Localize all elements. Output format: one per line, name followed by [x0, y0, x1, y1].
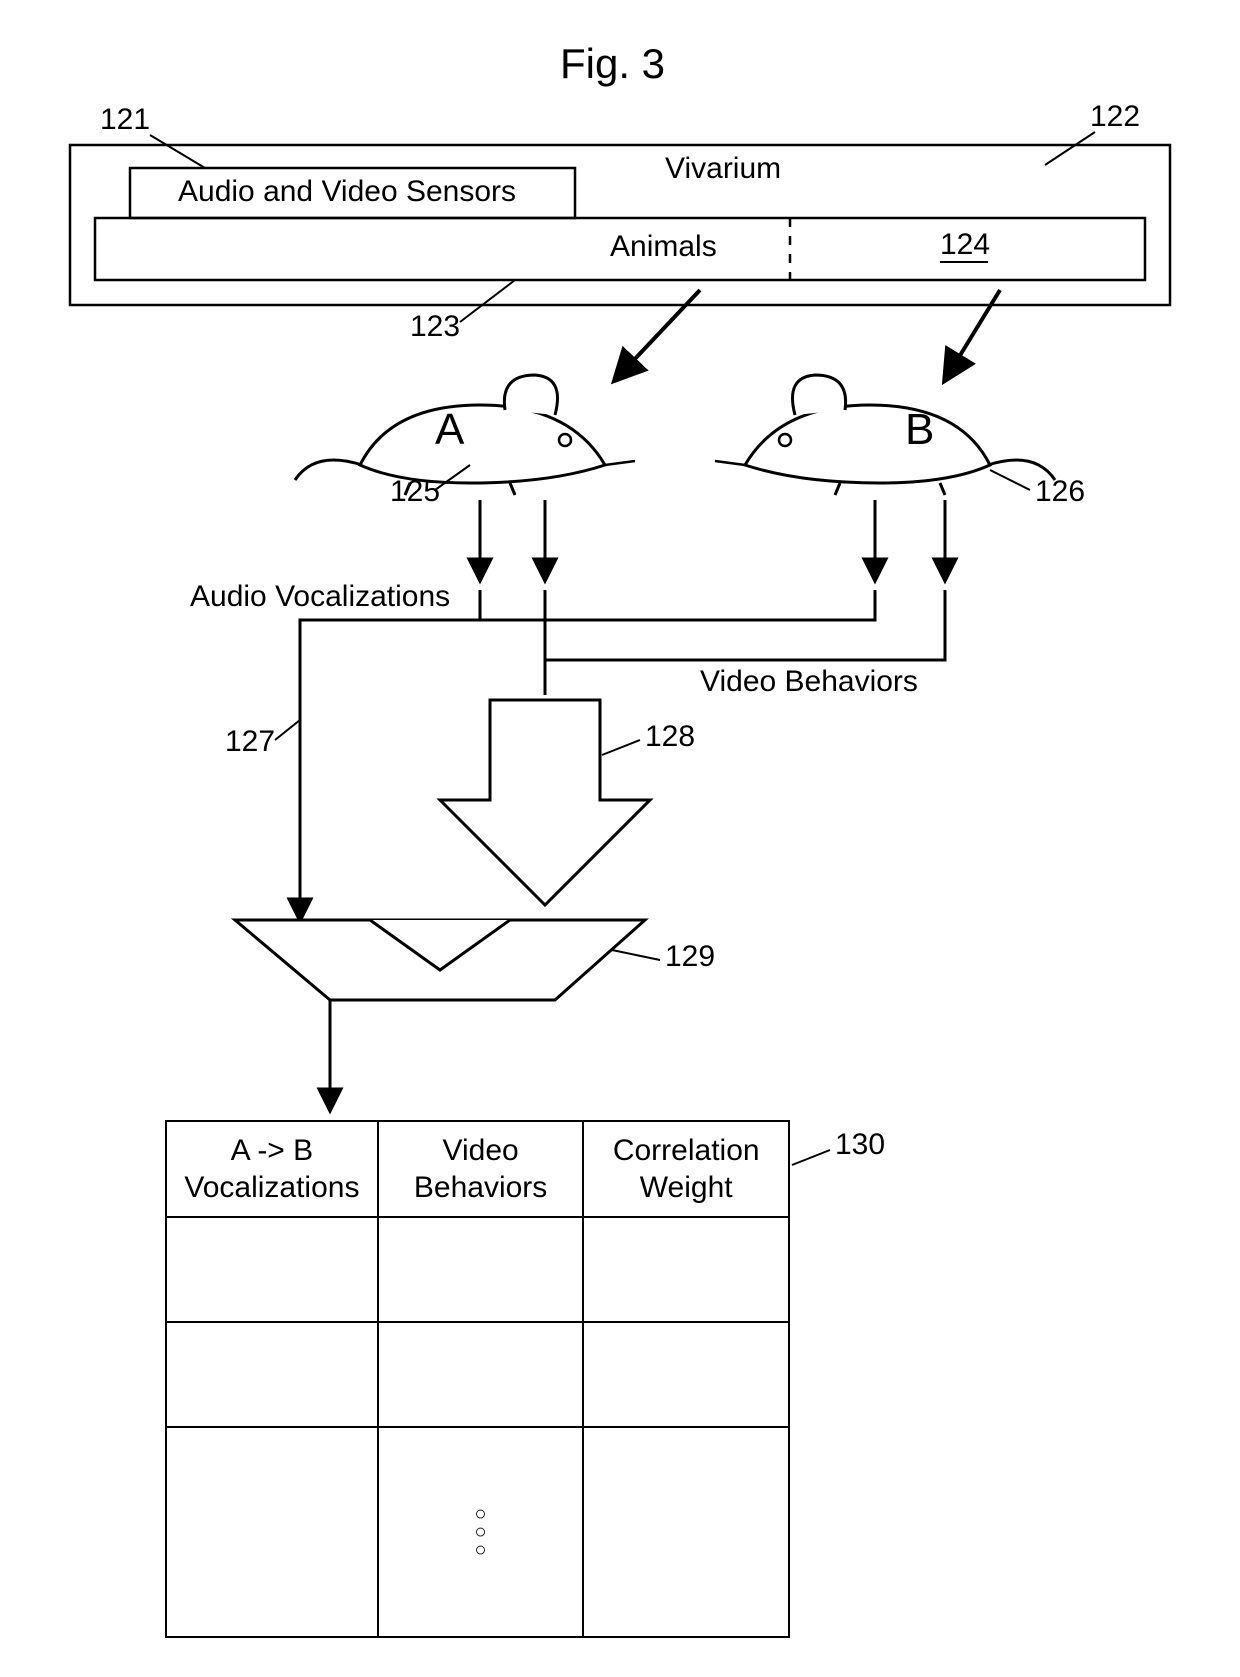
animals-label: Animals: [610, 230, 717, 264]
col-header-behaviors: VideoBehaviors: [378, 1121, 584, 1217]
output-table-container: A -> BVocalizations VideoBehaviors Corre…: [165, 1120, 790, 1638]
video-block-arrow: [440, 700, 650, 905]
ref-128: 128: [645, 720, 695, 754]
video-behaviors-label: Video Behaviors: [700, 665, 918, 699]
ellipsis-dot: ○: [379, 1541, 583, 1559]
mouse-a-label: A: [435, 405, 464, 455]
mouse-a: [295, 375, 635, 495]
ref-127: 127: [225, 725, 275, 759]
ellipsis-cell: ○ ○ ○: [378, 1427, 584, 1637]
ref-121: 121: [100, 103, 150, 137]
table-row: ○ ○ ○: [166, 1427, 789, 1637]
audio-vocalizations-label: Audio Vocalizations: [190, 580, 450, 614]
ref-129: 129: [665, 940, 715, 974]
sensors-label: Audio and Video Sensors: [178, 175, 516, 209]
col-header-vocalizations: A -> BVocalizations: [166, 1121, 378, 1217]
ref-123: 123: [410, 310, 460, 344]
output-table: A -> BVocalizations VideoBehaviors Corre…: [165, 1120, 790, 1638]
ref-122: 122: [1090, 100, 1140, 134]
ref-124: 124: [940, 228, 990, 262]
vivarium-label: Vivarium: [665, 152, 781, 186]
table-row: [166, 1322, 789, 1427]
table-row: [166, 1217, 789, 1322]
ref-130: 130: [835, 1128, 885, 1162]
ref-125: 125: [390, 475, 440, 509]
ref-126: 126: [1035, 475, 1085, 509]
col-header-weight: CorrelationWeight: [583, 1121, 789, 1217]
mouse-b-label: B: [905, 405, 934, 455]
